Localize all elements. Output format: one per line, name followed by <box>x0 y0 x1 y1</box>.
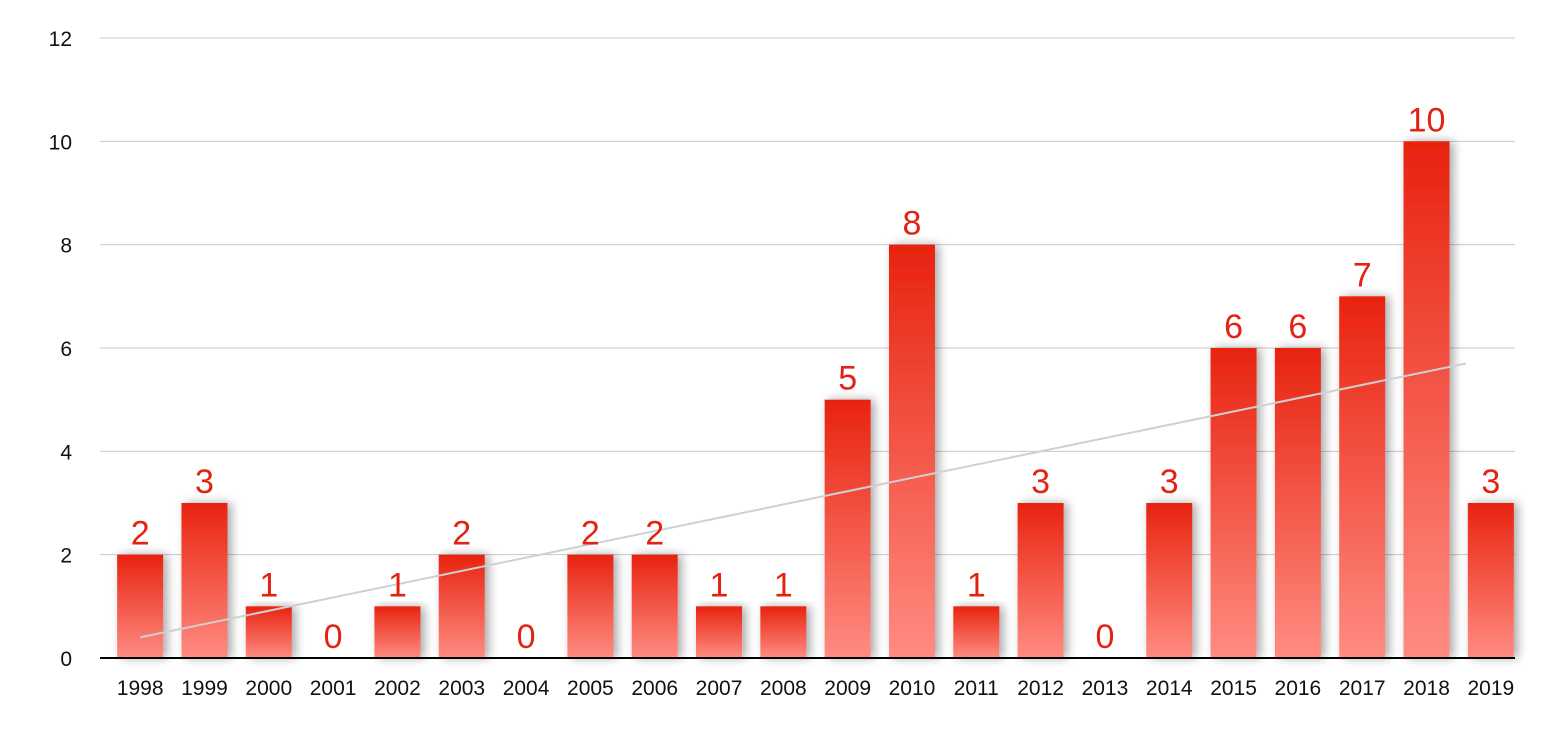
data-label-2017: 7 <box>1353 256 1372 294</box>
x-tick-label: 2011 <box>954 677 999 700</box>
bar-2014 <box>1146 503 1193 658</box>
y-tick-label: 0 <box>60 648 72 671</box>
bar-2011 <box>953 606 1000 658</box>
x-tick-label: 2000 <box>245 677 292 700</box>
bar-2009 <box>824 399 871 658</box>
bar-2010 <box>888 244 935 658</box>
x-tick-label: 1999 <box>181 677 228 700</box>
x-tick-label: 2010 <box>889 677 936 700</box>
x-tick-label: 2017 <box>1339 677 1386 700</box>
y-tick-label: 8 <box>60 235 72 258</box>
bar-2012 <box>1017 503 1064 658</box>
data-label-2004: 0 <box>517 618 536 656</box>
x-tick-label: 2006 <box>631 677 678 700</box>
data-label-1999: 3 <box>195 463 214 501</box>
data-label-2001: 0 <box>324 618 343 656</box>
trendline <box>139 362 1467 639</box>
data-label-2002: 1 <box>388 566 407 604</box>
data-label-1998: 2 <box>131 515 150 553</box>
bar-2007 <box>696 606 743 658</box>
bar-1998 <box>117 554 164 658</box>
x-axis-tick-labels: 1998 1999 2000 2001 2002 2003 2004 2005 2006 2007… <box>117 677 1514 700</box>
data-label-2009: 5 <box>838 360 857 398</box>
y-tick-label: 6 <box>60 338 72 361</box>
data-label-2016: 6 <box>1288 308 1307 346</box>
bar-2008 <box>760 606 807 658</box>
data-label-2011: 1 <box>967 566 986 604</box>
bar-2019 <box>1467 503 1514 658</box>
trendline-line <box>139 362 1467 639</box>
data-label-2007: 1 <box>710 566 729 604</box>
data-label-2010: 8 <box>903 205 922 243</box>
y-tick-label: 2 <box>60 545 72 568</box>
bar-2017 <box>1339 296 1386 658</box>
bars <box>117 141 1514 659</box>
data-label-2003: 2 <box>452 515 471 553</box>
x-tick-label: 2014 <box>1146 677 1193 700</box>
x-tick-label: 2008 <box>760 677 807 700</box>
bar-2016 <box>1274 348 1321 658</box>
bar-1999 <box>181 503 228 658</box>
x-tick-label: 2016 <box>1275 677 1322 700</box>
data-label-2012: 3 <box>1031 463 1050 501</box>
bar-2015 <box>1210 348 1257 658</box>
bar-2005 <box>567 554 614 658</box>
bar-2018 <box>1403 141 1450 659</box>
x-tick-label: 2019 <box>1467 677 1514 700</box>
data-label-2015: 6 <box>1224 308 1243 346</box>
bar-2002 <box>374 606 421 658</box>
data-label-2019: 3 <box>1481 463 1500 501</box>
x-tick-label: 2015 <box>1210 677 1257 700</box>
x-tick-label: 2003 <box>438 677 485 700</box>
data-label-2008: 1 <box>774 566 793 604</box>
x-tick-label: 2002 <box>374 677 421 700</box>
bar-2006 <box>631 554 678 658</box>
data-label-2013: 0 <box>1095 618 1114 656</box>
x-tick-label: 2005 <box>567 677 614 700</box>
x-tick-label: 2018 <box>1403 677 1450 700</box>
data-label-2005: 2 <box>581 515 600 553</box>
x-tick-label: 1998 <box>117 677 164 700</box>
y-axis-tick-labels: 0 2 4 6 8 10 12 <box>49 28 73 671</box>
x-tick-label: 2007 <box>696 677 743 700</box>
data-label-2000: 1 <box>259 566 278 604</box>
x-tick-label: 2001 <box>310 677 357 700</box>
x-tick-label: 2012 <box>1017 677 1064 700</box>
x-tick-label: 2009 <box>824 677 871 700</box>
data-label-2018: 10 <box>1408 101 1446 139</box>
data-label-2006: 2 <box>645 515 664 553</box>
y-tick-label: 10 <box>49 131 72 154</box>
y-tick-label: 4 <box>60 441 72 464</box>
x-tick-label: 2004 <box>503 677 550 700</box>
data-label-2014: 3 <box>1160 463 1179 501</box>
x-tick-label: 2013 <box>1082 677 1129 700</box>
y-tick-label: 12 <box>49 28 72 51</box>
